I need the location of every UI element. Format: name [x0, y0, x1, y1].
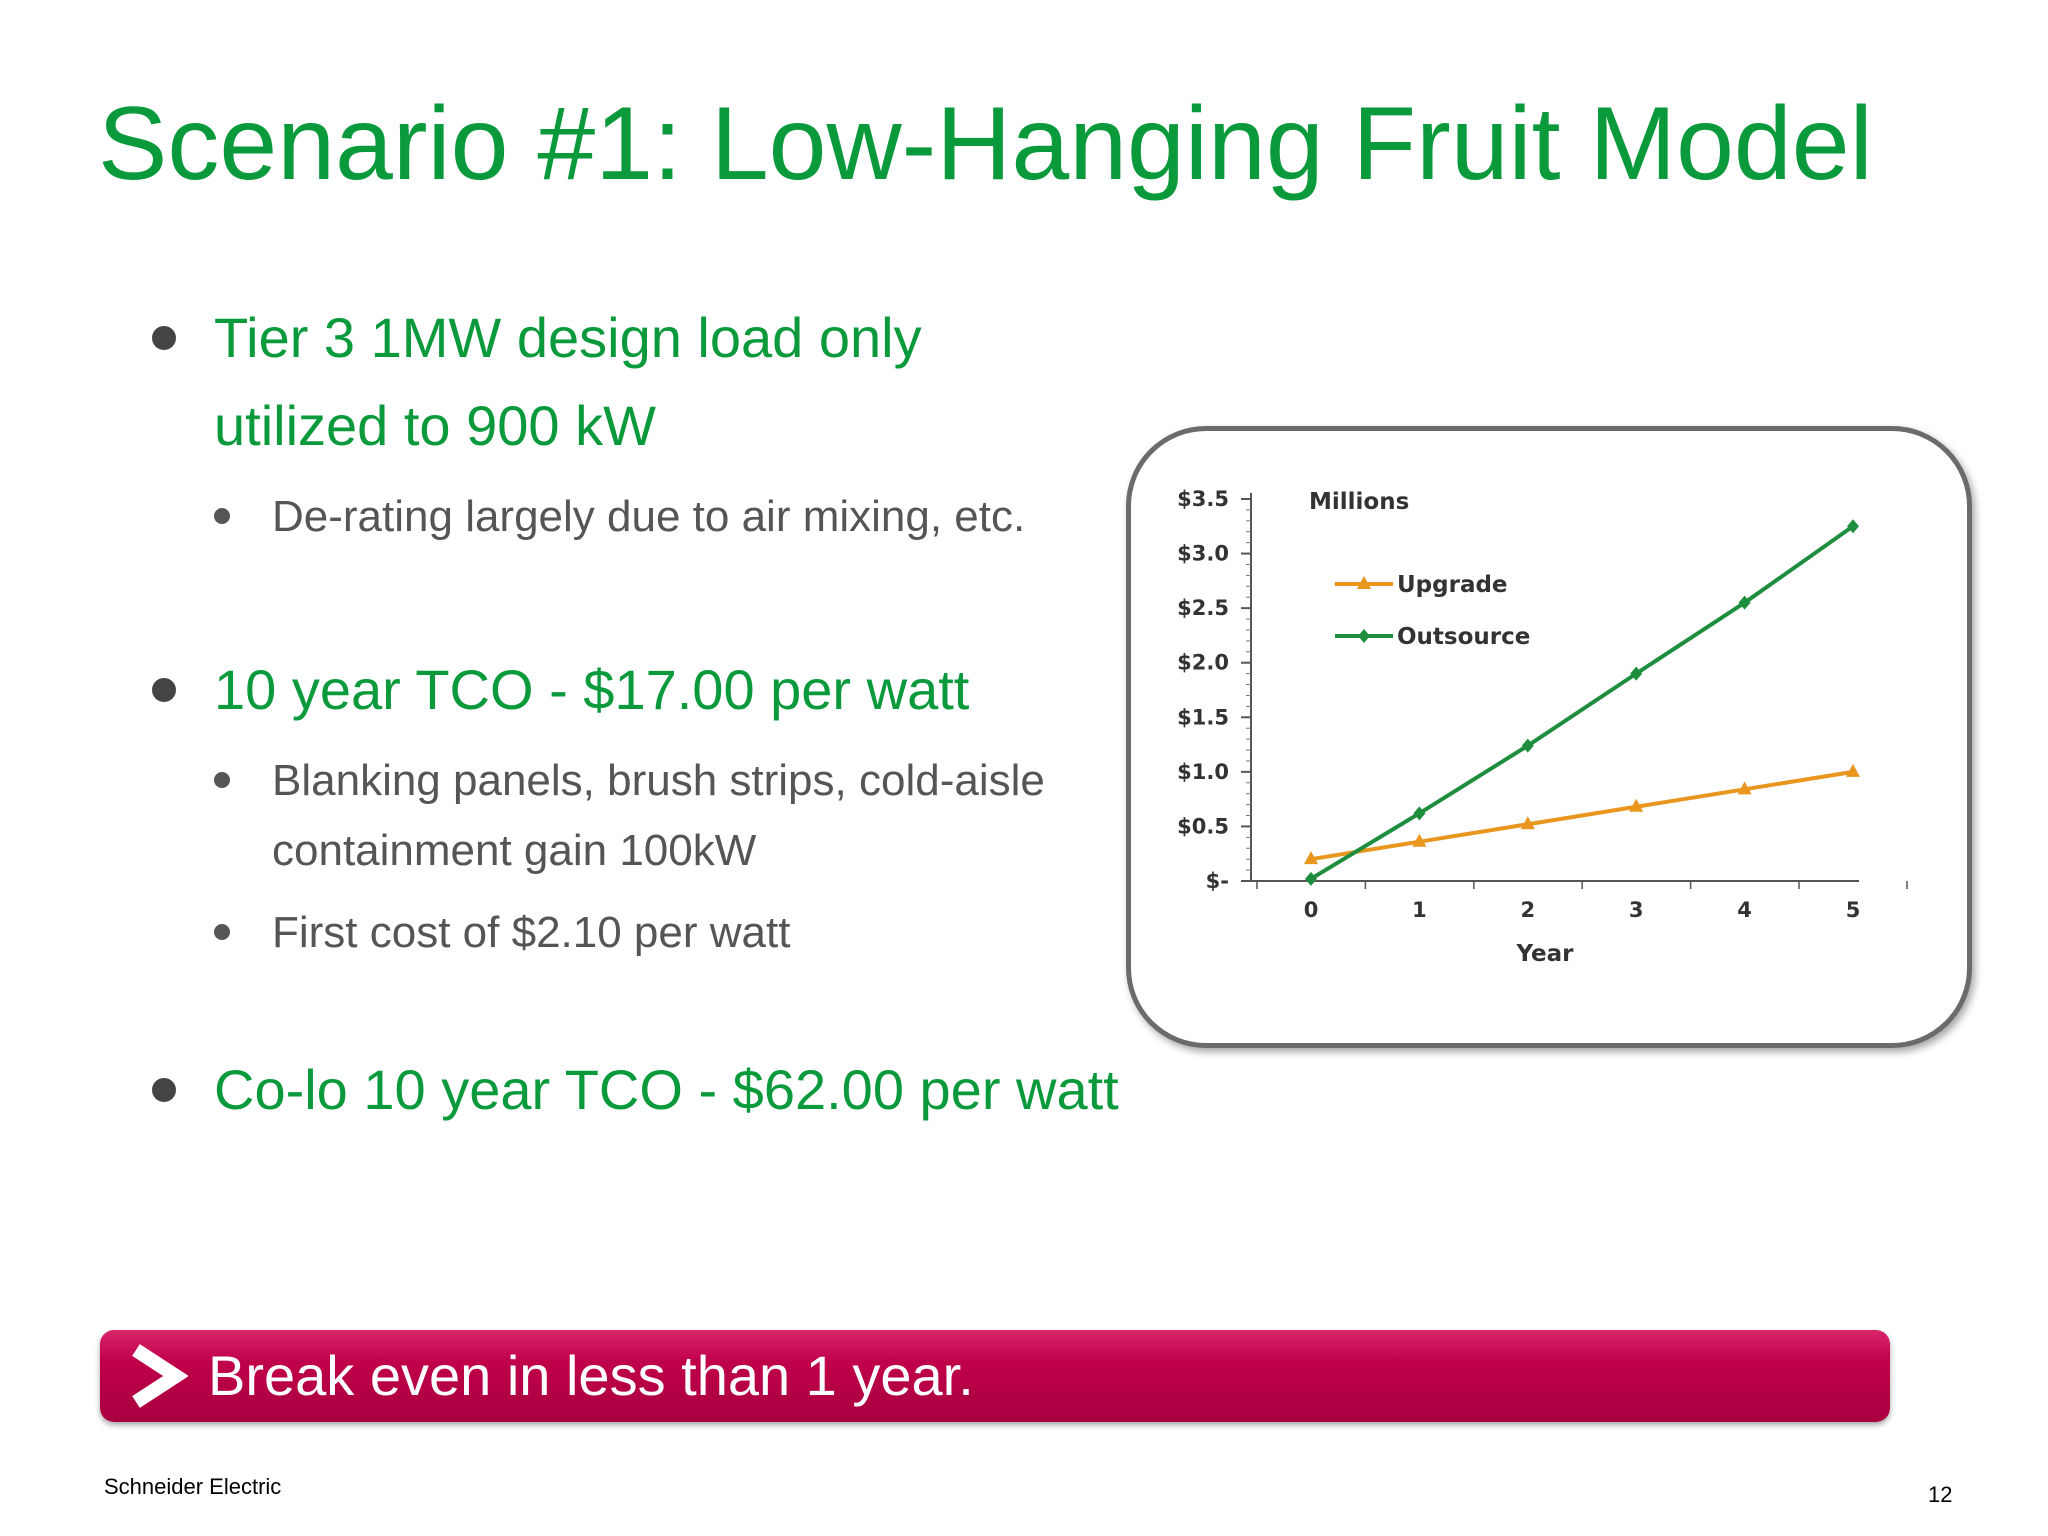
x-tick-label: 3 [1629, 898, 1644, 922]
subbullet-blanking: Blanking panels, brush strips, cold-aisl… [214, 746, 1045, 886]
data-point-outsource [1413, 806, 1426, 821]
x-tick-label: 1 [1412, 898, 1427, 922]
legend-label-outsource: Outsource [1397, 624, 1530, 650]
subbullet-derating-text: De-rating largely due to air mixing, etc… [272, 492, 1026, 541]
bullet-tier3: Tier 3 1MW design load only utilized to … [152, 294, 922, 470]
data-point-outsource [1630, 666, 1643, 681]
bullet-tco: 10 year TCO - $17.00 per watt [152, 646, 970, 734]
x-axis-label: Year [1515, 941, 1574, 967]
bullet-dot [152, 678, 176, 702]
chart-frame: $- $0.5 $1.0 $1.5 $2.0 $2.5 $3.0 $3.5 0 1 2 3 4 5 Year… [1126, 426, 1972, 1048]
y-tick-label: $1.5 [1177, 705, 1229, 729]
bullet-colo-text: Co-lo 10 year TCO - $62.00 per watt [214, 1058, 1119, 1121]
bullet-tco-text: 10 year TCO - $17.00 per watt [214, 658, 970, 721]
bullet-dot [214, 924, 230, 940]
bullet-dot [214, 772, 230, 788]
data-point-outsource [1521, 738, 1534, 753]
subbullet-derating: De-rating largely due to air mixing, etc… [214, 482, 1026, 552]
x-tick-label: 4 [1737, 898, 1752, 922]
page-number: 12 [1928, 1482, 1953, 1507]
y-tick-label: $- [1206, 869, 1229, 893]
data-point-upgrade [1304, 851, 1318, 865]
subbullet-blanking-line1: Blanking panels, brush strips, cold-aisl… [272, 756, 1045, 805]
y-tick-label: $3.5 [1177, 487, 1229, 511]
data-point-outsource [1738, 595, 1751, 610]
series-line-upgrade [1310, 769, 1854, 862]
x-tick-label: 2 [1520, 898, 1535, 922]
data-point-outsource [1305, 871, 1317, 886]
chevron-right-icon [132, 1344, 188, 1408]
legend-marker [1357, 576, 1371, 589]
bullet-tier3-line2: utilized to 900 kW [214, 394, 656, 457]
banner-text: Break even in less than 1 year. [208, 1344, 974, 1407]
subbullet-first-cost-text: First cost of $2.10 per watt [272, 908, 791, 957]
subbullet-first-cost: First cost of $2.10 per watt [214, 898, 791, 968]
slide-title: Scenario #1: Low-Hanging Fruit Model [98, 86, 1873, 202]
data-point-upgrade [1412, 833, 1427, 847]
y-tick-label: $2.0 [1177, 651, 1229, 675]
y-tick-label: $1.0 [1177, 760, 1229, 784]
break-even-banner: Break even in less than 1 year. [100, 1330, 1890, 1422]
y-tick-label: $0.5 [1177, 814, 1229, 838]
bullet-tier3-line1: Tier 3 1MW design load only [214, 306, 922, 369]
x-tick-label: 5 [1846, 898, 1861, 922]
x-tick-label: 0 [1304, 898, 1319, 922]
legend-label-upgrade: Upgrade [1397, 572, 1508, 598]
bullet-colo: Co-lo 10 year TCO - $62.00 per watt [152, 1046, 1119, 1134]
line-chart: $- $0.5 $1.0 $1.5 $2.0 $2.5 $3.0 $3.5 0 1 2 3 4 5 Year… [1177, 487, 1908, 967]
footer-company: Schneider Electric [104, 1474, 282, 1499]
data-point-upgrade [1520, 816, 1535, 830]
data-point-upgrade [1629, 798, 1644, 812]
bullet-dot [152, 326, 176, 350]
bullet-dot [152, 1078, 176, 1102]
series-line-outsource [1309, 524, 1855, 881]
y-tick-label: $2.5 [1177, 596, 1229, 620]
data-point-upgrade [1846, 763, 1860, 777]
data-point-upgrade [1737, 781, 1752, 795]
chart-title: Millions [1309, 489, 1409, 515]
bullet-dot [214, 508, 230, 524]
subbullet-blanking-line2: containment gain 100kW [272, 826, 757, 875]
legend-marker [1358, 629, 1370, 643]
data-point-outsource [1847, 519, 1859, 534]
y-tick-label: $3.0 [1177, 542, 1229, 566]
